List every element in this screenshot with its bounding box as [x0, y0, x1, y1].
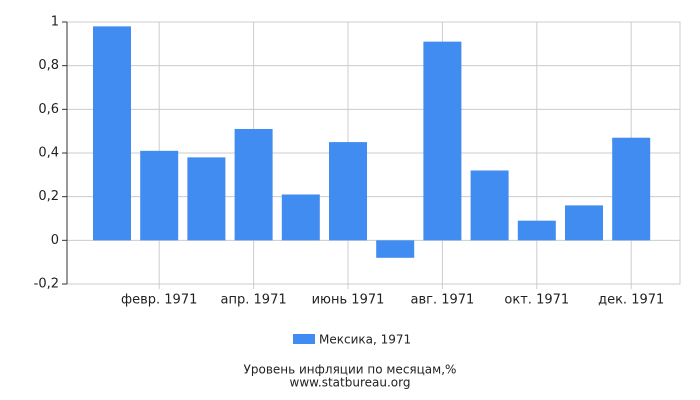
bar [234, 128, 273, 241]
y-tick-label: 0,6 [38, 102, 59, 117]
bar [93, 26, 131, 241]
legend-label: Мексика, 1971 [319, 333, 411, 347]
legend-swatch [293, 334, 315, 344]
bar [140, 150, 179, 241]
y-tick-label: 0,4 [38, 146, 59, 161]
bar [187, 157, 226, 241]
bar [376, 240, 415, 258]
y-tick-label: -0,2 [34, 277, 59, 292]
bar [281, 194, 320, 241]
x-tick-label: окт. 1971 [504, 293, 569, 308]
x-tick-label: авг. 1971 [410, 293, 474, 308]
bar [565, 205, 603, 241]
bar [423, 41, 462, 241]
bar [470, 170, 509, 241]
x-tick-label: февр. 1971 [121, 293, 197, 308]
x-tick-label: июнь 1971 [312, 293, 385, 308]
y-tick-label: 1 [51, 15, 59, 30]
chart-title: Уровень инфляции по месяцам,% [244, 363, 457, 377]
source: www.statbureau.org [290, 376, 411, 390]
bar [612, 137, 651, 241]
x-tick-label: апр. 1971 [221, 293, 287, 308]
y-tick-label: 0,2 [38, 189, 59, 204]
bar [329, 142, 367, 241]
bar [517, 220, 556, 241]
x-tick-label: дек. 1971 [598, 293, 664, 308]
y-tick-label: 0,8 [38, 58, 59, 73]
y-tick-label: 0 [51, 233, 59, 248]
